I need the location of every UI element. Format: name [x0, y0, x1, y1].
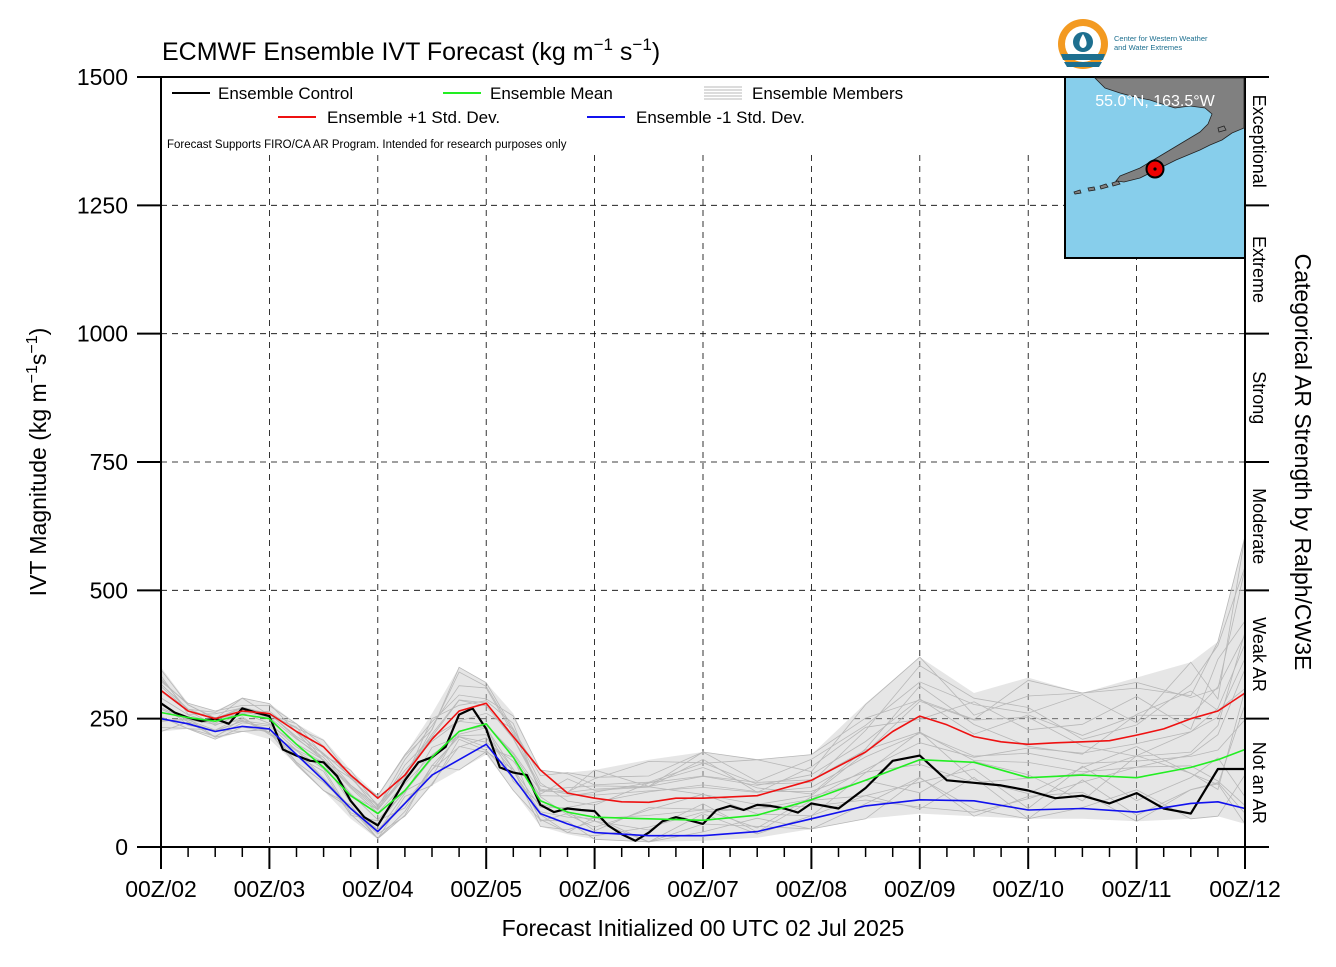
logo-water-icon	[1061, 54, 1105, 67]
ensemble-member-line	[160, 668, 1246, 821]
ensemble-member-line	[160, 632, 1246, 806]
ensemble-member-line	[160, 717, 1246, 833]
ticks-layer: 0 250 500 750 1000 1250 1500 00Z/02 00Z/03 00Z/04…	[77, 64, 1281, 902]
series-ensemble-mean	[160, 711, 1246, 822]
category-label: Not an AR	[1249, 742, 1269, 824]
x-tick-label: 00Z/02	[125, 876, 197, 902]
ensemble-member-line	[160, 689, 1246, 832]
inset-map-islands	[1073, 125, 1227, 195]
y-tick-label: 250	[90, 706, 128, 732]
y-axis-label: IVT Magnitude (kg m−1s−1)	[24, 328, 51, 597]
ensemble-member-line	[160, 568, 1246, 797]
ensemble-member-line	[160, 716, 1246, 843]
lines-layer	[160, 689, 1246, 842]
y-tick-label: 500	[90, 577, 128, 603]
legend-swatch-members	[704, 86, 742, 100]
legend-label-members: Ensemble Members	[752, 84, 903, 103]
y-tick-label: 1250	[77, 192, 128, 218]
category-label: Strong	[1249, 371, 1269, 424]
x-tick-label: 00Z/03	[234, 876, 306, 902]
legend: Ensemble Control Ensemble Mean Ensemble …	[167, 84, 903, 151]
y-tick-label: 1000	[77, 321, 128, 347]
right-axis-label: Categorical AR Strength by Ralph/CW3E	[1290, 254, 1316, 671]
x-tick-label: 00Z/07	[667, 876, 739, 902]
legend-label-mean: Ensemble Mean	[490, 84, 613, 103]
x-tick-label: 00Z/09	[884, 876, 956, 902]
series-ensemble-1-std-dev	[160, 717, 1246, 837]
ensemble-member-line	[160, 536, 1246, 797]
series-ensemble-control	[160, 702, 1245, 842]
category-labels: Not an AR Weak AR Moderate Strong Extreme Exc…	[1249, 95, 1269, 824]
ensemble-member-line	[160, 721, 1246, 843]
disclaimer-text: Forecast Supports FIRO/CA AR Program. In…	[167, 139, 567, 151]
legend-label-plus-std: Ensemble +1 Std. Dev.	[327, 108, 500, 127]
series-ensemble-1-std-dev	[160, 689, 1246, 804]
logo-text-line1: Center for Western Weather	[1114, 34, 1208, 43]
x-tick-label: 00Z/08	[776, 876, 848, 902]
logo-text-line2: and Water Extremes	[1114, 43, 1182, 52]
location-marker-dot	[1153, 167, 1157, 171]
x-axis-label: Forecast Initialized 00 UTC 02 Jul 2025	[502, 915, 905, 941]
category-label: Exceptional	[1249, 95, 1269, 188]
y-tick-label: 750	[90, 449, 128, 475]
x-tick-label: 00Z/04	[342, 876, 414, 902]
logo-drop-icon	[1079, 34, 1087, 48]
x-tick-label: 00Z/06	[559, 876, 631, 902]
category-label: Weak AR	[1249, 617, 1269, 692]
legend-label-minus-std: Ensemble -1 Std. Dev.	[636, 108, 805, 127]
y-tick-label: 0	[115, 834, 128, 860]
legend-label-control: Ensemble Control	[218, 84, 353, 103]
category-label: Extreme	[1249, 236, 1269, 303]
ensemble-member-line	[160, 620, 1246, 806]
ensemble-member-line	[160, 566, 1246, 811]
ensemble-member-line	[160, 716, 1246, 843]
x-tick-label: 00Z/11	[1102, 876, 1172, 902]
inset-map-location: 55.0°N, 163.5°W	[1095, 93, 1215, 110]
x-tick-label: 00Z/12	[1209, 876, 1281, 902]
category-label: Moderate	[1249, 488, 1269, 564]
x-tick-label: 00Z/05	[450, 876, 522, 902]
x-tick-label: 00Z/10	[992, 876, 1064, 902]
y-tick-label: 1500	[77, 64, 128, 90]
cw3e-logo: Center for Western Weather and Water Ext…	[1058, 19, 1208, 69]
chart-title: ECMWF Ensemble IVT Forecast (kg m−1 s−1)	[162, 35, 660, 66]
inset-map-land	[1094, 77, 1245, 183]
inset-map: 55.0°N, 163.5°W	[1064, 76, 1246, 259]
